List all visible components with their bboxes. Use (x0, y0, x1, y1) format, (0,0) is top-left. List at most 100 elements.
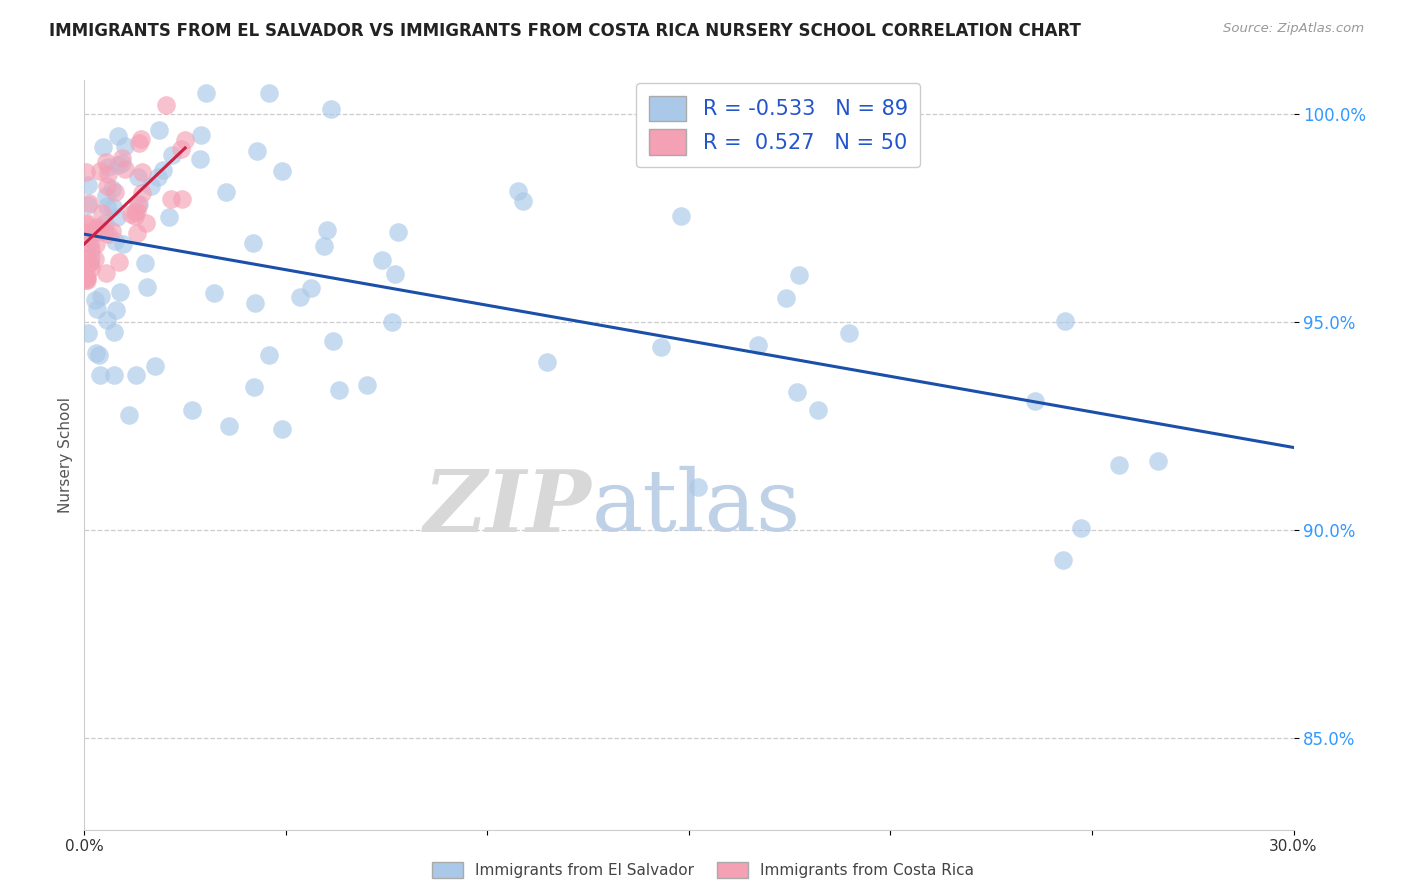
Point (1052, 552, 1074, 566)
Point (76, 216, 98, 230)
Point (288, 290, 311, 304)
Point (79, 196, 101, 211)
Point (127, 204, 149, 219)
Point (120, 207, 142, 221)
Point (160, 193, 183, 207)
Point (381, 315, 404, 329)
Point (80, 260, 103, 275)
Point (157, 211, 180, 225)
Point (94, 154, 117, 169)
Point (215, 186, 238, 200)
Point (257, 86, 280, 100)
Point (84, 236, 107, 251)
Point (79, 238, 101, 252)
Point (91, 140, 114, 154)
Point (141, 179, 163, 194)
Point (271, 421, 294, 435)
Point (108, 255, 131, 269)
Y-axis label: Nursery School: Nursery School (58, 397, 73, 513)
Point (76, 251, 98, 265)
Point (124, 205, 146, 219)
Point (103, 326, 125, 340)
Point (110, 151, 132, 165)
Point (96, 188, 118, 202)
Point (299, 281, 322, 295)
Point (86, 302, 108, 317)
Point (96, 179, 118, 194)
Point (506, 184, 529, 198)
Legend: R = -0.533   N = 89, R =  0.527   N = 50: R = -0.533 N = 89, R = 0.527 N = 50 (636, 83, 921, 168)
Point (79, 256, 101, 270)
Text: ZIP: ZIP (425, 466, 592, 549)
Point (125, 368, 148, 382)
Point (128, 136, 150, 150)
Point (97, 167, 120, 181)
Point (257, 349, 280, 363)
Point (162, 148, 184, 162)
Point (650, 340, 672, 354)
Point (143, 359, 166, 373)
Text: Source: ZipAtlas.com: Source: ZipAtlas.com (1223, 22, 1364, 36)
Point (787, 268, 810, 282)
Point (218, 419, 240, 434)
Point (322, 334, 344, 348)
Point (75, 165, 97, 179)
Point (89, 164, 111, 178)
Point (1054, 313, 1077, 327)
Point (114, 139, 136, 153)
Point (245, 296, 267, 310)
Point (108, 285, 131, 299)
Point (125, 226, 148, 240)
Point (79, 255, 101, 269)
Point (107, 159, 129, 173)
Point (152, 163, 174, 178)
Point (536, 355, 558, 369)
Point (124, 209, 146, 223)
Point (312, 238, 335, 252)
Point (96, 160, 118, 174)
Point (127, 198, 149, 212)
Point (129, 131, 152, 145)
Point (89, 221, 111, 235)
Point (84, 293, 107, 308)
Point (128, 197, 150, 211)
Point (657, 137, 679, 152)
Point (97, 227, 120, 241)
Point (131, 186, 153, 201)
Point (316, 223, 339, 237)
Point (173, 132, 195, 146)
Point (100, 224, 122, 238)
Point (1146, 454, 1168, 468)
Point (131, 164, 153, 178)
Point (838, 326, 860, 340)
Point (135, 280, 157, 294)
Point (270, 164, 292, 178)
Point (328, 383, 350, 397)
Point (84, 252, 107, 266)
Point (94, 215, 117, 229)
Point (371, 252, 394, 267)
Point (242, 235, 264, 250)
Point (807, 403, 830, 417)
Point (172, 193, 194, 207)
Point (94, 266, 117, 280)
Point (202, 285, 225, 300)
Point (148, 123, 170, 137)
Point (1108, 458, 1130, 472)
Point (89, 348, 111, 362)
Point (96, 199, 118, 213)
Point (242, 379, 264, 393)
Point (190, 152, 212, 166)
Point (83, 222, 105, 236)
Point (80, 244, 103, 258)
Point (127, 169, 149, 184)
Point (190, 128, 212, 143)
Point (671, 210, 693, 224)
Point (384, 267, 406, 281)
Point (89, 368, 111, 382)
Point (155, 98, 177, 112)
Point (146, 169, 169, 184)
Point (170, 143, 193, 157)
Text: atlas: atlas (592, 466, 801, 549)
Point (101, 182, 124, 196)
